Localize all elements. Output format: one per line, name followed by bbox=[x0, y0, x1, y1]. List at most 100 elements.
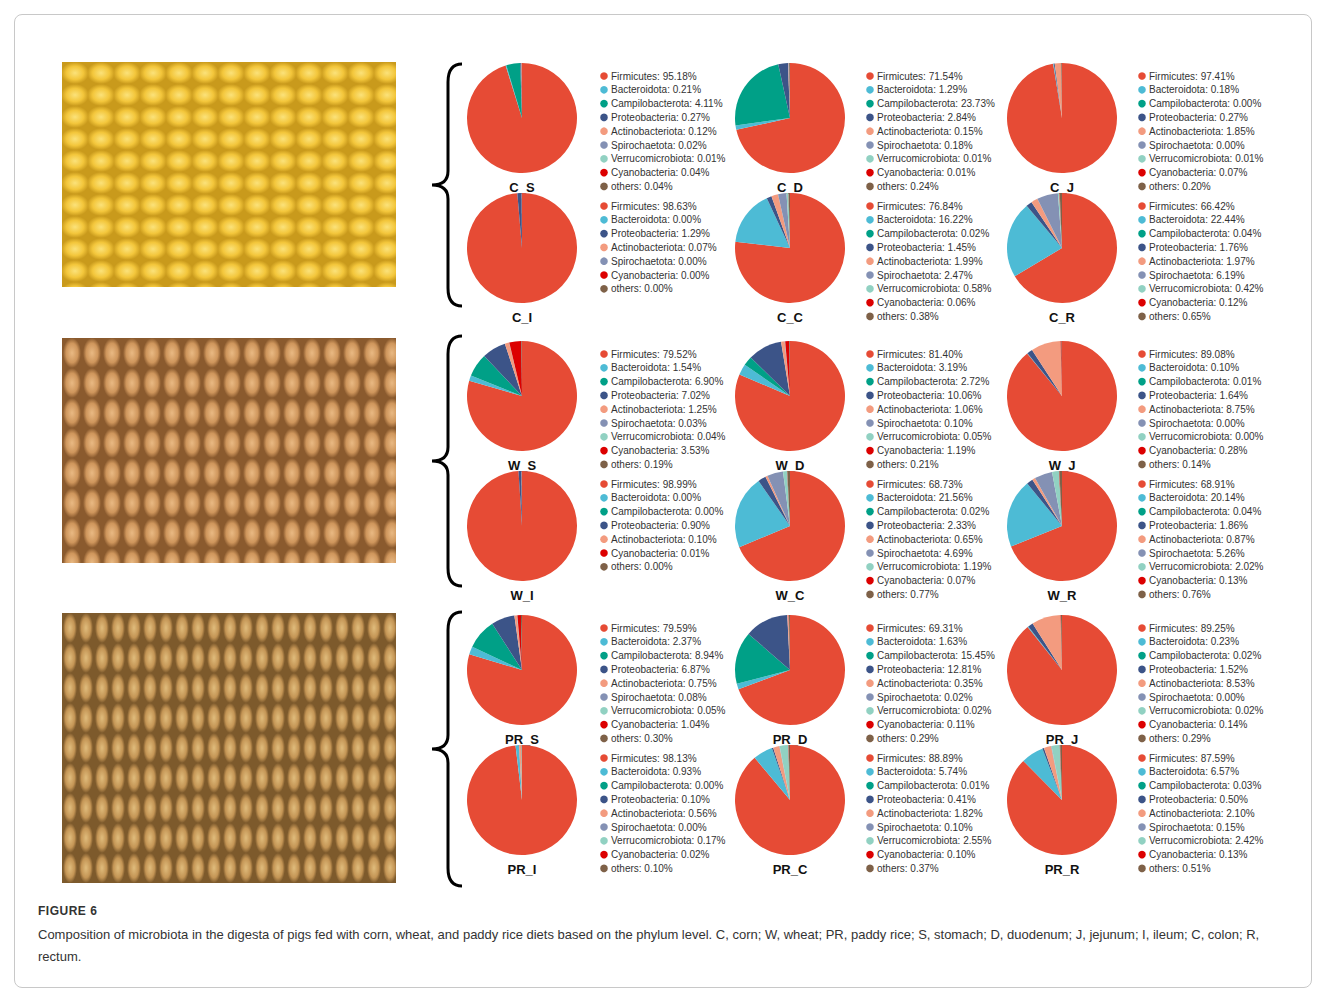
svg-text:PR_R: PR_R bbox=[1045, 862, 1080, 877]
svg-text:C_J: C_J bbox=[1050, 180, 1074, 195]
svg-text:Campilobacterota: 0.02%: Campilobacterota: 0.02% bbox=[877, 228, 989, 239]
svg-text:Campilobacterota: 2.72%: Campilobacterota: 2.72% bbox=[877, 376, 989, 387]
svg-text:others: 0.20%: others: 0.20% bbox=[1149, 181, 1211, 192]
svg-text:Verrucomicrobiota: 0.01%: Verrucomicrobiota: 0.01% bbox=[1149, 153, 1264, 164]
svg-text:Proteobacteria: 1.64%: Proteobacteria: 1.64% bbox=[1149, 390, 1248, 401]
svg-text:Bacteroidota: 0.18%: Bacteroidota: 0.18% bbox=[1149, 84, 1239, 95]
svg-text:Bacteroidota: 2.37%: Bacteroidota: 2.37% bbox=[611, 636, 701, 647]
svg-text:Bacteroidota: 0.93%: Bacteroidota: 0.93% bbox=[611, 766, 701, 777]
svg-text:Cyanobacteria: 0.02%: Cyanobacteria: 0.02% bbox=[611, 849, 710, 860]
svg-text:Actinobacteriota: 1.97%: Actinobacteriota: 1.97% bbox=[1149, 256, 1255, 267]
svg-text:Verrucomicrobiota: 0.05%: Verrucomicrobiota: 0.05% bbox=[611, 705, 726, 716]
svg-text:Spirochaetota: 0.15%: Spirochaetota: 0.15% bbox=[1149, 822, 1245, 833]
svg-text:Actinobacteriota: 0.35%: Actinobacteriota: 0.35% bbox=[877, 678, 983, 689]
svg-text:Actinobacteriota: 1.25%: Actinobacteriota: 1.25% bbox=[611, 404, 717, 415]
svg-text:Verrucomicrobiota: 2.42%: Verrucomicrobiota: 2.42% bbox=[1149, 835, 1264, 846]
svg-text:Campilobacterota: 4.11%: Campilobacterota: 4.11% bbox=[611, 98, 723, 109]
svg-text:Proteobacteria: 0.27%: Proteobacteria: 0.27% bbox=[1149, 112, 1248, 123]
svg-text:Bacteroidota: 20.14%: Bacteroidota: 20.14% bbox=[1149, 492, 1245, 503]
svg-text:C_S: C_S bbox=[509, 180, 535, 195]
svg-text:Firmicutes: 98.99%: Firmicutes: 98.99% bbox=[611, 479, 697, 490]
svg-text:Bacteroidota: 1.29%: Bacteroidota: 1.29% bbox=[877, 84, 967, 95]
svg-text:Bacteroidota: 5.74%: Bacteroidota: 5.74% bbox=[877, 766, 967, 777]
svg-text:Spirochaetota: 0.00%: Spirochaetota: 0.00% bbox=[611, 822, 707, 833]
svg-text:Actinobacteriota: 2.10%: Actinobacteriota: 2.10% bbox=[1149, 808, 1255, 819]
svg-text:Bacteroidota: 1.54%: Bacteroidota: 1.54% bbox=[611, 362, 701, 373]
svg-text:Cyanobacteria: 1.04%: Cyanobacteria: 1.04% bbox=[611, 719, 710, 730]
svg-text:Actinobacteriota: 8.53%: Actinobacteriota: 8.53% bbox=[1149, 678, 1255, 689]
svg-text:Spirochaetota: 0.00%: Spirochaetota: 0.00% bbox=[1149, 692, 1245, 703]
svg-text:Verrucomicrobiota: 0.02%: Verrucomicrobiota: 0.02% bbox=[1149, 705, 1264, 716]
svg-text:Spirochaetota: 0.02%: Spirochaetota: 0.02% bbox=[611, 140, 707, 151]
svg-text:Cyanobacteria: 0.07%: Cyanobacteria: 0.07% bbox=[1149, 167, 1248, 178]
svg-text:Firmicutes: 98.13%: Firmicutes: 98.13% bbox=[611, 753, 697, 764]
svg-text:Firmicutes: 95.18%: Firmicutes: 95.18% bbox=[611, 71, 697, 82]
svg-text:Firmicutes: 88.89%: Firmicutes: 88.89% bbox=[877, 753, 963, 764]
svg-text:Cyanobacteria: 0.01%: Cyanobacteria: 0.01% bbox=[877, 167, 976, 178]
svg-text:Proteobacteria: 0.50%: Proteobacteria: 0.50% bbox=[1149, 794, 1248, 805]
svg-text:Spirochaetota: 5.26%: Spirochaetota: 5.26% bbox=[1149, 548, 1245, 559]
svg-text:Bacteroidota: 0.21%: Bacteroidota: 0.21% bbox=[611, 84, 701, 95]
svg-text:PR_S: PR_S bbox=[505, 732, 539, 747]
svg-text:Campilobacterota: 0.00%: Campilobacterota: 0.00% bbox=[611, 506, 723, 517]
svg-text:Campilobacterota: 0.01%: Campilobacterota: 0.01% bbox=[877, 780, 989, 791]
svg-text:C_D: C_D bbox=[777, 180, 803, 195]
svg-text:Actinobacteriota: 1.85%: Actinobacteriota: 1.85% bbox=[1149, 126, 1255, 137]
svg-text:Bacteroidota: 0.00%: Bacteroidota: 0.00% bbox=[611, 214, 701, 225]
svg-text:Bacteroidota: 16.22%: Bacteroidota: 16.22% bbox=[877, 214, 973, 225]
svg-text:Actinobacteriota: 0.65%: Actinobacteriota: 0.65% bbox=[877, 534, 983, 545]
svg-text:Actinobacteriota: 8.75%: Actinobacteriota: 8.75% bbox=[1149, 404, 1255, 415]
svg-text:Verrucomicrobiota: 0.01%: Verrucomicrobiota: 0.01% bbox=[877, 153, 992, 164]
svg-text:Proteobacteria: 1.76%: Proteobacteria: 1.76% bbox=[1149, 242, 1248, 253]
svg-text:Verrucomicrobiota: 0.58%: Verrucomicrobiota: 0.58% bbox=[877, 283, 992, 294]
svg-text:Firmicutes: 71.54%: Firmicutes: 71.54% bbox=[877, 71, 963, 82]
svg-text:Spirochaetota: 4.69%: Spirochaetota: 4.69% bbox=[877, 548, 973, 559]
svg-text:Actinobacteriota: 0.75%: Actinobacteriota: 0.75% bbox=[611, 678, 717, 689]
svg-text:Spirochaetota: 0.02%: Spirochaetota: 0.02% bbox=[877, 692, 973, 703]
svg-text:Firmicutes: 89.08%: Firmicutes: 89.08% bbox=[1149, 349, 1235, 360]
svg-text:Cyanobacteria: 0.13%: Cyanobacteria: 0.13% bbox=[1149, 849, 1248, 860]
svg-text:Verrucomicrobiota: 0.05%: Verrucomicrobiota: 0.05% bbox=[877, 431, 992, 442]
svg-text:Bacteroidota: 1.63%: Bacteroidota: 1.63% bbox=[877, 636, 967, 647]
svg-text:W_D: W_D bbox=[776, 458, 805, 473]
svg-text:Firmicutes: 79.59%: Firmicutes: 79.59% bbox=[611, 623, 697, 634]
svg-text:Actinobacteriota: 1.99%: Actinobacteriota: 1.99% bbox=[877, 256, 983, 267]
svg-text:others: 0.21%: others: 0.21% bbox=[877, 459, 939, 470]
svg-text:Firmicutes: 97.41%: Firmicutes: 97.41% bbox=[1149, 71, 1235, 82]
svg-text:Actinobacteriota: 1.82%: Actinobacteriota: 1.82% bbox=[877, 808, 983, 819]
svg-text:others: 0.30%: others: 0.30% bbox=[611, 733, 673, 744]
svg-text:Firmicutes: 87.59%: Firmicutes: 87.59% bbox=[1149, 753, 1235, 764]
svg-text:others: 0.24%: others: 0.24% bbox=[877, 181, 939, 192]
svg-text:Proteobacteria: 2.84%: Proteobacteria: 2.84% bbox=[877, 112, 976, 123]
svg-text:Spirochaetota: 0.03%: Spirochaetota: 0.03% bbox=[611, 418, 707, 429]
svg-text:W_I: W_I bbox=[510, 588, 533, 603]
svg-text:others: 0.19%: others: 0.19% bbox=[611, 459, 673, 470]
svg-text:others: 0.37%: others: 0.37% bbox=[877, 863, 939, 874]
svg-text:PR_I: PR_I bbox=[508, 862, 537, 877]
svg-text:Actinobacteriota: 0.87%: Actinobacteriota: 0.87% bbox=[1149, 534, 1255, 545]
svg-text:Proteobacteria: 6.87%: Proteobacteria: 6.87% bbox=[611, 664, 710, 675]
svg-text:Verrucomicrobiota: 0.01%: Verrucomicrobiota: 0.01% bbox=[611, 153, 726, 164]
svg-text:Spirochaetota: 6.19%: Spirochaetota: 6.19% bbox=[1149, 270, 1245, 281]
svg-text:W_S: W_S bbox=[508, 458, 537, 473]
svg-text:Firmicutes: 81.40%: Firmicutes: 81.40% bbox=[877, 349, 963, 360]
svg-text:Proteobacteria: 1.52%: Proteobacteria: 1.52% bbox=[1149, 664, 1248, 675]
svg-text:Firmicutes: 69.31%: Firmicutes: 69.31% bbox=[877, 623, 963, 634]
svg-text:Firmicutes: 89.25%: Firmicutes: 89.25% bbox=[1149, 623, 1235, 634]
svg-text:Proteobacteria: 1.45%: Proteobacteria: 1.45% bbox=[877, 242, 976, 253]
svg-text:Proteobacteria: 10.06%: Proteobacteria: 10.06% bbox=[877, 390, 982, 401]
svg-text:Firmicutes: 68.73%: Firmicutes: 68.73% bbox=[877, 479, 963, 490]
svg-text:others: 0.76%: others: 0.76% bbox=[1149, 589, 1211, 600]
svg-text:Spirochaetota: 0.10%: Spirochaetota: 0.10% bbox=[877, 822, 973, 833]
svg-text:Campilobacterota: 0.04%: Campilobacterota: 0.04% bbox=[1149, 506, 1261, 517]
svg-text:Proteobacteria: 0.10%: Proteobacteria: 0.10% bbox=[611, 794, 710, 805]
svg-text:Cyanobacteria: 0.28%: Cyanobacteria: 0.28% bbox=[1149, 445, 1248, 456]
svg-text:Cyanobacteria: 0.10%: Cyanobacteria: 0.10% bbox=[877, 849, 976, 860]
svg-text:Verrucomicrobiota: 0.00%: Verrucomicrobiota: 0.00% bbox=[1149, 431, 1264, 442]
svg-text:others: 0.29%: others: 0.29% bbox=[1149, 733, 1211, 744]
svg-text:Proteobacteria: 7.02%: Proteobacteria: 7.02% bbox=[611, 390, 710, 401]
svg-text:Bacteroidota: 22.44%: Bacteroidota: 22.44% bbox=[1149, 214, 1245, 225]
svg-text:Cyanobacteria: 0.13%: Cyanobacteria: 0.13% bbox=[1149, 575, 1248, 586]
svg-text:Proteobacteria: 0.41%: Proteobacteria: 0.41% bbox=[877, 794, 976, 805]
svg-text:Proteobacteria: 1.86%: Proteobacteria: 1.86% bbox=[1149, 520, 1248, 531]
